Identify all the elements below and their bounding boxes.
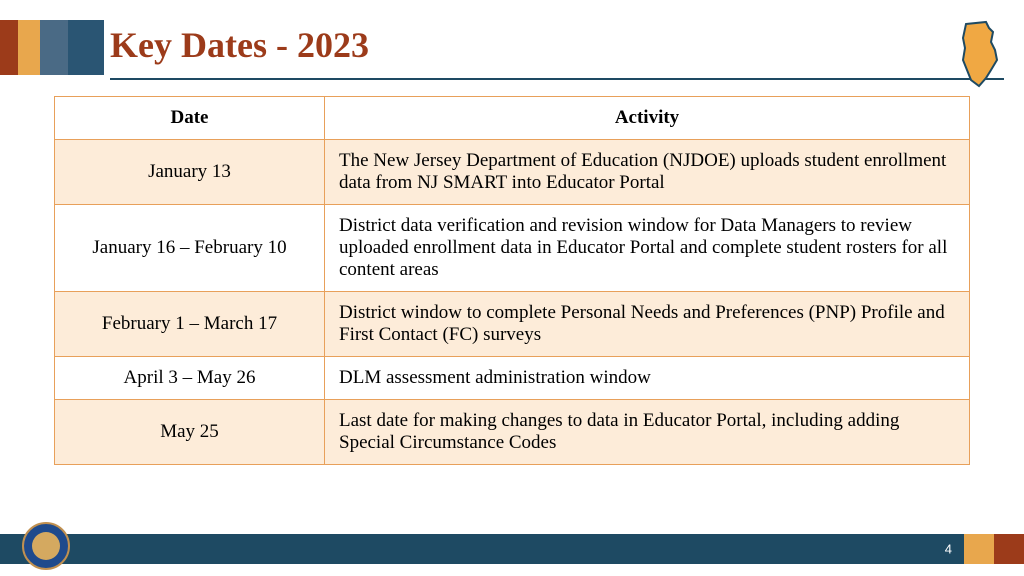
cell-activity: Last date for making changes to data in … bbox=[325, 400, 970, 465]
col-header-date: Date bbox=[55, 97, 325, 140]
table-row: January 16 – February 10 District data v… bbox=[55, 205, 970, 292]
bar-2 bbox=[18, 20, 40, 75]
footer-main: 4 bbox=[0, 534, 964, 564]
footer-accent-2 bbox=[994, 534, 1024, 564]
bar-3 bbox=[40, 20, 68, 75]
nj-shape bbox=[963, 22, 997, 86]
table-header-row: Date Activity bbox=[55, 97, 970, 140]
footer-accent-1 bbox=[964, 534, 994, 564]
cell-date: January 13 bbox=[55, 140, 325, 205]
table-row: April 3 – May 26 DLM assessment administ… bbox=[55, 357, 970, 400]
table-row: February 1 – March 17 District window to… bbox=[55, 292, 970, 357]
footer-bar: 4 bbox=[0, 534, 1024, 564]
cell-activity: District window to complete Personal Nee… bbox=[325, 292, 970, 357]
bar-1 bbox=[0, 20, 18, 75]
seal-inner bbox=[32, 532, 60, 560]
key-dates-table: Date Activity January 13 The New Jersey … bbox=[54, 96, 970, 465]
page-number: 4 bbox=[945, 542, 952, 557]
cell-date: February 1 – March 17 bbox=[55, 292, 325, 357]
key-dates-table-container: Date Activity January 13 The New Jersey … bbox=[54, 96, 970, 465]
table-row: May 25 Last date for making changes to d… bbox=[55, 400, 970, 465]
table-body: January 13 The New Jersey Department of … bbox=[55, 140, 970, 465]
title-underline bbox=[110, 78, 1004, 80]
cell-date: April 3 – May 26 bbox=[55, 357, 325, 400]
nj-state-seal-icon bbox=[22, 522, 70, 570]
col-header-activity: Activity bbox=[325, 97, 970, 140]
nj-state-icon bbox=[951, 20, 1006, 90]
cell-date: January 16 – February 10 bbox=[55, 205, 325, 292]
cell-activity: The New Jersey Department of Education (… bbox=[325, 140, 970, 205]
bar-4 bbox=[68, 20, 104, 75]
table-row: January 13 The New Jersey Department of … bbox=[55, 140, 970, 205]
cell-date: May 25 bbox=[55, 400, 325, 465]
cell-activity: DLM assessment administration window bbox=[325, 357, 970, 400]
page-title: Key Dates - 2023 bbox=[110, 24, 369, 66]
cell-activity: District data verification and revision … bbox=[325, 205, 970, 292]
header-accent-bars bbox=[0, 20, 104, 75]
